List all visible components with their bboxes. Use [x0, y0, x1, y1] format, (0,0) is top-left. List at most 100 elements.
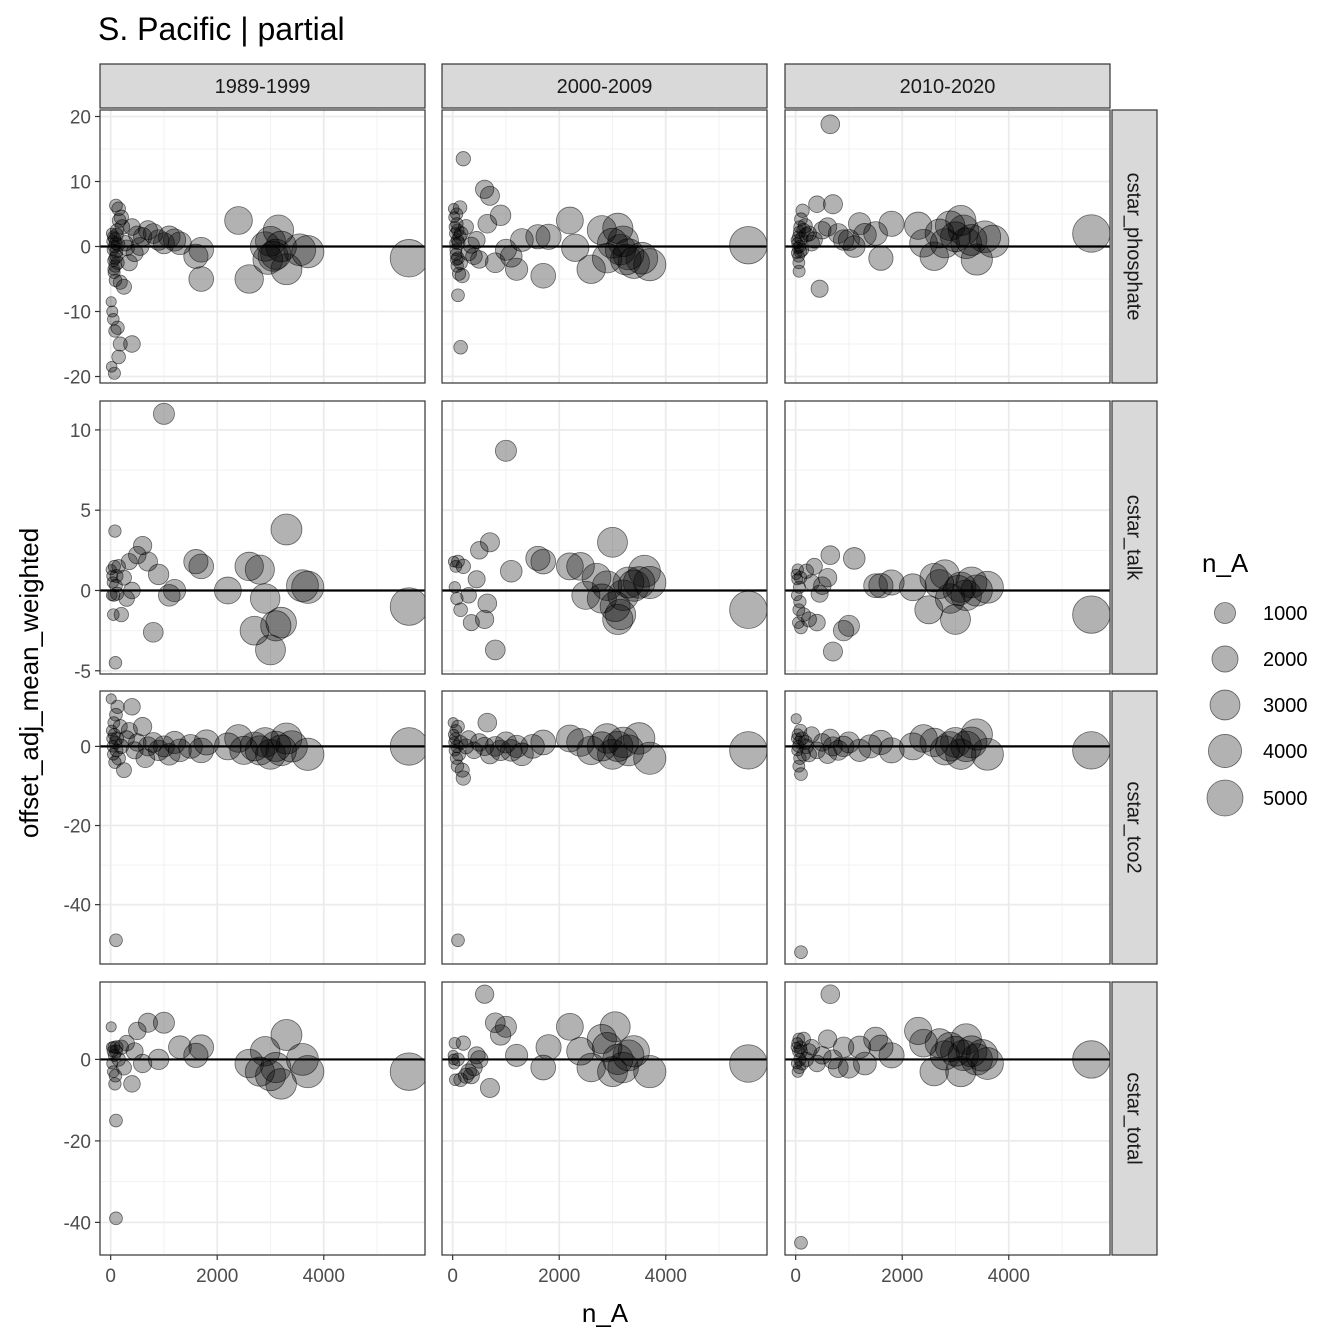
- data-point: [793, 1040, 808, 1054]
- data-point: [535, 223, 562, 250]
- data-point: [477, 593, 498, 614]
- data-point: [168, 738, 192, 763]
- data-point: [249, 1036, 281, 1067]
- data-point: [863, 1026, 888, 1052]
- data-point: [168, 231, 192, 256]
- point-layer: [790, 713, 1110, 959]
- data-point: [794, 945, 808, 959]
- data-point: [249, 583, 281, 614]
- x-tick-label: 0: [790, 1266, 801, 1287]
- data-point: [477, 213, 498, 234]
- data-point: [147, 1048, 170, 1071]
- data-point: [109, 1113, 123, 1128]
- data-point: [462, 236, 480, 254]
- panel-cstar-tco2-2010-2020: [784, 690, 1111, 965]
- data-point: [451, 933, 465, 948]
- data-point: [244, 554, 275, 585]
- data-point: [270, 253, 303, 286]
- panel-cstar-talk-2000-2009: [441, 400, 768, 675]
- data-point: [234, 264, 264, 294]
- data-point: [479, 532, 500, 553]
- y-tick-label: -20: [64, 817, 91, 838]
- panel-cstar-tco2-2000-2009: [441, 690, 768, 965]
- data-point: [448, 1037, 461, 1050]
- data-point: [449, 247, 463, 261]
- point-layer: [105, 198, 425, 380]
- x-tick-label: 4000: [988, 1266, 1030, 1287]
- panel-background: [785, 401, 1110, 674]
- data-point: [454, 762, 470, 778]
- panel-border: [784, 981, 1111, 1256]
- data-point: [111, 201, 126, 217]
- legend-key-label: 2000: [1263, 649, 1308, 671]
- data-point: [810, 279, 829, 298]
- data-point: [142, 621, 164, 643]
- data-point: [470, 541, 489, 560]
- data-point: [793, 595, 807, 609]
- data-point: [960, 718, 993, 751]
- panel-cstar-phosphate-2000-2009: [441, 109, 768, 384]
- strip-col-background: [441, 63, 768, 109]
- data-point: [188, 1034, 215, 1060]
- data-point: [505, 257, 529, 281]
- data-point: [494, 439, 517, 462]
- data-point: [453, 340, 468, 355]
- data-point: [820, 728, 841, 749]
- data-point: [729, 1044, 767, 1083]
- data-point: [455, 151, 471, 167]
- y-tick-label: 10: [70, 421, 91, 442]
- data-point: [622, 722, 656, 755]
- data-point: [1072, 1040, 1110, 1079]
- data-point: [566, 552, 595, 581]
- strip-col-label: 2000-2009: [557, 76, 653, 98]
- data-point: [617, 1035, 650, 1068]
- legend-item: 2000: [1211, 645, 1308, 673]
- data-point: [919, 241, 949, 271]
- panel-border: [441, 981, 768, 1256]
- data-point: [976, 224, 1010, 258]
- data-point: [163, 578, 187, 603]
- data-point: [479, 185, 500, 206]
- data-point: [535, 1034, 562, 1061]
- data-point: [183, 1042, 209, 1068]
- data-point: [818, 217, 838, 237]
- panel-border: [99, 981, 426, 1256]
- x-tick-label: 2000: [881, 1266, 923, 1287]
- data-point: [929, 228, 960, 259]
- data-point: [510, 228, 534, 252]
- data-point: [447, 1053, 460, 1066]
- strip-row-cstar-total: cstar_total: [1111, 981, 1158, 1256]
- data-point: [919, 563, 949, 593]
- data-point: [794, 767, 808, 781]
- strip-row-background: [1111, 400, 1158, 675]
- strip-row-background: [1111, 981, 1158, 1256]
- data-point: [729, 590, 767, 629]
- legend-key-label: 1000: [1263, 603, 1308, 625]
- strip-col-2010-2020: 2010-2020: [784, 63, 1111, 109]
- data-point: [133, 535, 153, 556]
- point-layer: [790, 984, 1110, 1250]
- data-point: [556, 1012, 584, 1041]
- data-point: [729, 731, 767, 770]
- data-point: [455, 558, 471, 575]
- data-point: [147, 563, 170, 586]
- data-point: [106, 570, 119, 582]
- data-point: [108, 273, 123, 288]
- legend-title: n_A: [1202, 548, 1249, 578]
- data-point: [450, 591, 464, 606]
- data-point: [123, 1075, 141, 1093]
- data-point: [940, 604, 971, 635]
- data-point: [794, 1235, 808, 1250]
- data-point: [484, 639, 506, 661]
- data-point: [111, 349, 126, 365]
- data-point: [116, 762, 132, 779]
- data-point: [909, 228, 938, 258]
- data-point: [945, 1056, 977, 1088]
- data-point: [919, 1057, 949, 1087]
- data-point: [586, 215, 617, 246]
- data-point: [389, 239, 425, 278]
- data-point: [123, 581, 141, 600]
- x-tick-label: 2000: [538, 1266, 580, 1287]
- data-point: [837, 614, 860, 637]
- data-point: [586, 1024, 617, 1055]
